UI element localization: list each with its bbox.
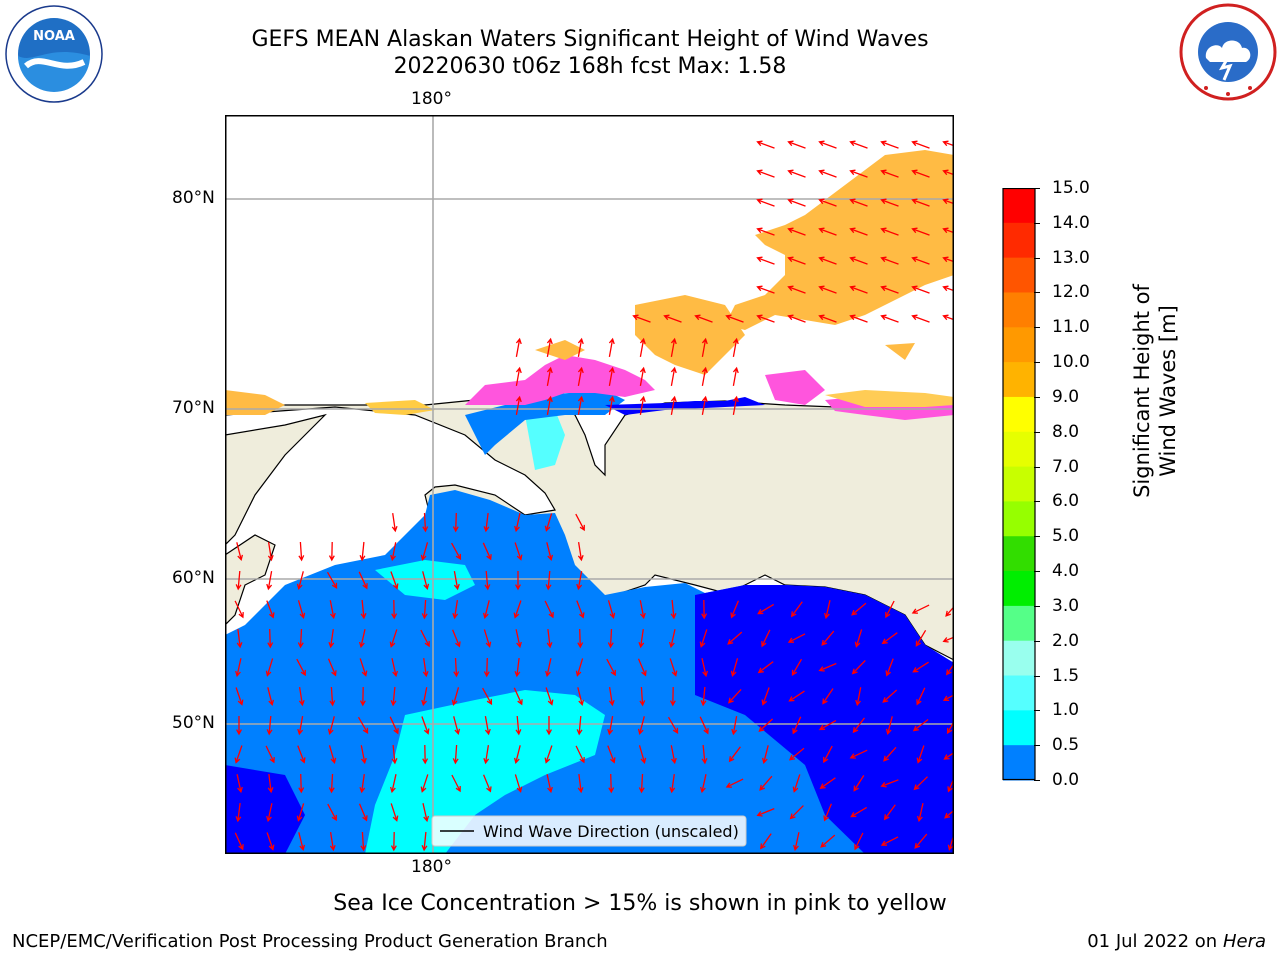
colorbar-tick-mark [1034,745,1040,746]
colorbar-tick-mark [1034,780,1040,781]
colorbar-tick-label: 1.5 [1052,666,1079,686]
colorbar-block [1003,397,1035,432]
footer-date: 01 Jul 2022 on Hera [1087,931,1266,952]
colorbar-tick-mark [1034,641,1040,642]
colorbar-tick-label: 12.0 [1052,282,1090,302]
colorbar-tick-label: 10.0 [1052,352,1090,372]
lon-label-top: 180° [411,89,452,109]
chart-subtitle: 20220630 t06z 168h fcst Max: 1.58 [0,53,1180,81]
map-panel: Wind Wave Direction (unscaled) [225,115,954,854]
colorbar-block [1003,467,1035,502]
sea-ice-note: Sea Ice Concentration > 15% is shown in … [0,891,1280,916]
colorbar-tick-mark [1034,606,1040,607]
colorbar-block [1003,292,1035,327]
colorbar-block [1003,327,1035,362]
colorbar-block [1003,188,1035,223]
colorbar-block [1003,676,1035,711]
colorbar-block [1003,745,1035,780]
colorbar-block [1003,571,1035,606]
colorbar-tick-mark [1034,536,1040,537]
colorbar-tick-mark [1034,432,1040,433]
colorbar-tick-label: 14.0 [1052,213,1090,233]
colorbar-block [1003,432,1035,467]
lat-label-60: 60°N [172,568,215,588]
chart-title: GEFS MEAN Alaskan Waters Significant Hei… [0,26,1180,54]
footer-credit: NCEP/EMC/Verification Post Processing Pr… [12,931,608,952]
colorbar-block [1003,710,1035,745]
colorbar-block [1003,258,1035,293]
colorbar-tick-label: 5.0 [1052,526,1079,546]
colorbar [1002,188,1034,780]
colorbar-tick-mark [1034,710,1040,711]
colorbar-tick-mark [1034,467,1040,468]
colorbar-tick-mark [1034,501,1040,502]
colorbar-tick-mark [1034,362,1040,363]
nws-logo [1178,2,1278,102]
colorbar-block [1003,362,1035,397]
arrow-legend: Wind Wave Direction (unscaled) [432,816,746,846]
colorbar-tick-mark [1034,571,1040,572]
colorbar-tick-label: 0.5 [1052,735,1079,755]
colorbar-tick-label: 0.0 [1052,770,1079,790]
colorbar-tick-label: 7.0 [1052,457,1079,477]
colorbar-tick-mark [1034,258,1040,259]
colorbar-block [1003,536,1035,571]
lat-label-70: 70°N [172,398,215,418]
colorbar-block [1003,223,1035,258]
colorbar-tick-mark [1034,397,1040,398]
colorbar-tick-mark [1034,292,1040,293]
colorbar-tick-mark [1034,327,1040,328]
footer-date-text: 01 Jul 2022 on [1087,931,1223,952]
colorbar-tick-label: 6.0 [1052,491,1079,511]
colorbar-tick-label: 2.0 [1052,631,1079,651]
footer-host: Hera [1223,931,1266,952]
colorbar-block [1003,641,1035,676]
colorbar-tick-mark [1034,188,1040,189]
colorbar-tick-label: 1.0 [1052,700,1079,720]
colorbar-tick-label: 15.0 [1052,178,1090,198]
colorbar-tick-label: 13.0 [1052,248,1090,268]
colorbar-tick-label: 9.0 [1052,387,1079,407]
colorbar-tick-mark [1034,676,1040,677]
lon-label-bottom: 180° [411,857,452,877]
colorbar-tick-label: 4.0 [1052,561,1079,581]
colorbar-tick-label: 8.0 [1052,422,1079,442]
lat-label-80: 80°N [172,188,215,208]
colorbar-tick-mark [1034,223,1040,224]
arrow-legend-label: Wind Wave Direction (unscaled) [483,822,739,841]
colorbar-block [1003,606,1035,641]
colorbar-title: Significant Height of Wind Waves [m] [1129,276,1181,506]
colorbar-block [1003,501,1035,536]
colorbar-tick-label: 3.0 [1052,596,1079,616]
colorbar-tick-label: 11.0 [1052,317,1090,337]
lat-label-50: 50°N [172,713,215,733]
